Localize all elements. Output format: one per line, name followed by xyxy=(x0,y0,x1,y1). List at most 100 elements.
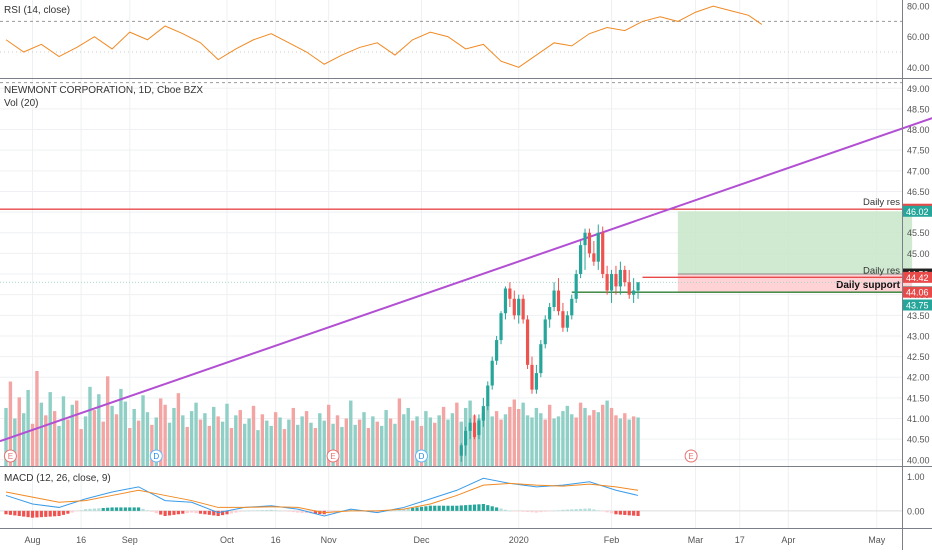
volume-bar xyxy=(331,423,335,466)
macd-hist-bar xyxy=(106,507,110,511)
volume-bar xyxy=(609,407,614,466)
volume-bar xyxy=(101,421,105,466)
macd-hist-bar xyxy=(123,507,127,511)
volume-bar xyxy=(543,419,547,466)
macd-hist-bar xyxy=(543,510,547,512)
signal-line xyxy=(5,482,639,514)
macd-hist-bar xyxy=(623,510,627,515)
volume-bar xyxy=(322,420,326,466)
candle-body xyxy=(508,288,512,299)
volume-bar xyxy=(424,411,428,466)
macd-hist-bar xyxy=(446,505,450,511)
macd-hist-bar xyxy=(552,510,556,512)
volume-bar xyxy=(287,419,291,466)
price-tag-label: 44.42 xyxy=(906,273,929,283)
macd-hist-bar xyxy=(548,510,552,512)
volume-bar xyxy=(278,417,282,466)
macd-hist-bar xyxy=(167,510,172,516)
volume-bar xyxy=(627,419,631,466)
macd-hist-bar xyxy=(110,507,114,511)
macd-hist-bar xyxy=(194,510,198,514)
rsi-tick-label: 60.00 xyxy=(907,32,930,42)
candle-body xyxy=(459,445,463,456)
macd-hist-bar xyxy=(119,507,123,511)
candle-body xyxy=(556,290,561,312)
macd-hist-bar xyxy=(132,507,136,511)
rsi-tick-label: 80.00 xyxy=(907,2,930,12)
macd-hist-bar xyxy=(468,504,472,511)
time-tick-label: 2020 xyxy=(509,535,529,545)
volume-bar xyxy=(525,415,530,466)
level-label: Daily support xyxy=(836,280,901,291)
price-tick-label: 46.50 xyxy=(907,187,930,197)
volume-bar xyxy=(229,428,234,466)
macd-hist-bar xyxy=(26,510,30,518)
candle-body xyxy=(477,420,481,436)
macd-hist-bar xyxy=(605,510,609,513)
volume-bar xyxy=(578,402,583,466)
macd-hist-bar xyxy=(274,510,278,511)
volume-bar xyxy=(503,414,508,466)
macd-hist-bar xyxy=(300,510,304,513)
macd-hist-bar xyxy=(48,510,52,517)
volume-bar xyxy=(631,416,636,466)
candle-body xyxy=(521,298,525,320)
volume-bar xyxy=(163,404,167,466)
macd-tick-label: 1.00 xyxy=(907,472,925,482)
volume-bar xyxy=(508,406,512,466)
macd-hist-bar xyxy=(101,508,105,511)
macd-hist-bar xyxy=(596,510,600,511)
candle-body xyxy=(468,422,472,431)
macd-line xyxy=(5,477,639,517)
macd-hist-bar xyxy=(176,510,180,515)
level-label: Daily res xyxy=(863,197,900,208)
macd-hist-bar xyxy=(433,505,437,511)
time-tick-label: Sep xyxy=(122,535,138,545)
volume-bar xyxy=(547,404,552,466)
macd-hist-bar xyxy=(490,506,494,511)
volume-bar xyxy=(238,410,242,466)
macd-hist-bar xyxy=(265,510,269,511)
macd-hist-bar xyxy=(128,507,132,511)
event-marker xyxy=(326,449,340,463)
volume-bar xyxy=(256,430,260,466)
time-tick-label: 17 xyxy=(735,535,745,545)
volume-bar xyxy=(132,409,136,466)
macd-hist-bar xyxy=(198,510,203,514)
volume-bar xyxy=(265,420,269,466)
volume-bar xyxy=(92,410,97,466)
macd-hist-bar xyxy=(565,509,569,511)
candle-body xyxy=(486,385,490,407)
macd-hist-bar xyxy=(92,508,96,511)
volume-bar xyxy=(583,407,587,466)
volume-bar xyxy=(97,394,101,466)
candle-body xyxy=(570,298,574,316)
macd-hist-bar xyxy=(291,510,295,513)
volume-bar xyxy=(220,421,225,466)
macd-hist-bar xyxy=(39,510,43,518)
time-tick-label: May xyxy=(868,535,886,545)
candle-body xyxy=(543,319,547,345)
volume-bar xyxy=(136,420,141,466)
macd-hist-bar xyxy=(282,510,287,512)
volume-bar xyxy=(181,415,185,466)
volume-bar xyxy=(494,411,499,466)
position-loss-zone xyxy=(677,274,913,292)
macd-hist-bar xyxy=(393,510,397,511)
volume-bar xyxy=(251,405,256,466)
volume-bar xyxy=(194,402,198,466)
macd-hist-bar xyxy=(450,505,455,511)
macd-hist-bar xyxy=(70,510,74,513)
macd-hist-bar xyxy=(247,510,251,512)
volume-bar xyxy=(490,416,494,466)
volume-bar xyxy=(176,393,181,466)
volume-bar xyxy=(242,423,247,466)
volume-bar xyxy=(75,400,79,466)
candle-body xyxy=(503,288,508,314)
candle-body xyxy=(565,315,569,328)
candle-body xyxy=(636,282,640,291)
macd-hist-bar xyxy=(141,508,145,511)
macd-hist-bar xyxy=(35,510,39,518)
